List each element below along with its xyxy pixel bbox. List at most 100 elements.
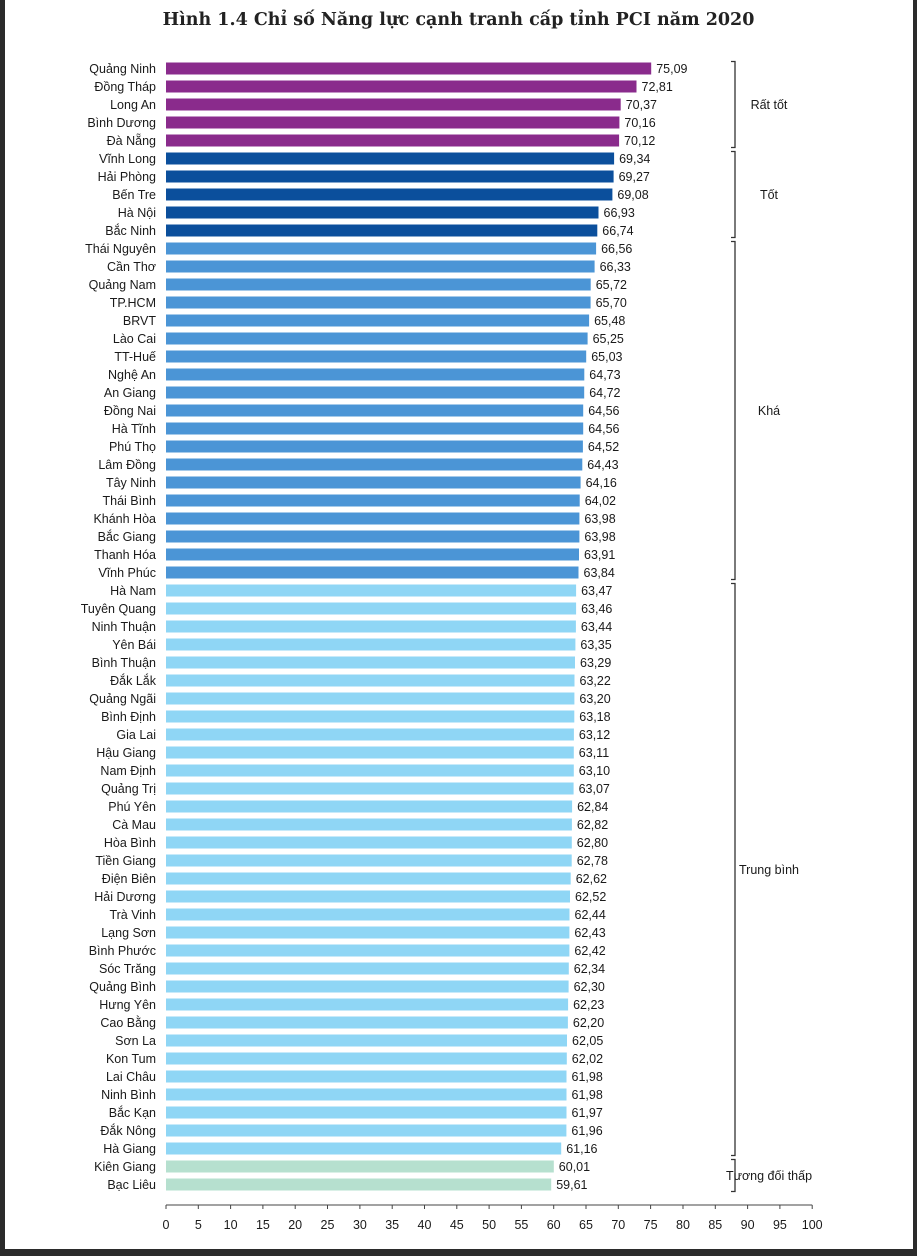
category-label-tuyen-quang: Tuyên Quang bbox=[81, 602, 156, 616]
value-label-hung-yen: 62,23 bbox=[573, 998, 604, 1012]
bars-layer: Quảng Ninh 75,09 Đồng Tháp 72,81 Long An 70,3… bbox=[81, 62, 688, 1192]
bar-dak-lak bbox=[166, 674, 575, 687]
bar-ninh-thuan bbox=[166, 620, 576, 633]
bar-binh-thuan bbox=[166, 656, 575, 669]
category-label-hau-giang: Hậu Giang bbox=[96, 746, 156, 760]
category-label-tt-hue: TT-Huế bbox=[114, 350, 156, 364]
value-label-kien-giang: 60,01 bbox=[559, 1160, 590, 1174]
bar-hau-giang bbox=[166, 746, 574, 759]
category-label-bac-ninh: Bắc Ninh bbox=[105, 223, 156, 238]
bar-dong-thap bbox=[166, 80, 637, 93]
category-label-quang-ngai: Quảng Ngãi bbox=[89, 692, 156, 706]
group-label-trung-binh: Trung bình bbox=[739, 863, 799, 877]
value-label-hoa-binh: 62,80 bbox=[577, 836, 608, 850]
value-label-soc-trang: 62,34 bbox=[574, 962, 605, 976]
bar-tt-hue bbox=[166, 350, 587, 363]
bar-da-nang bbox=[166, 134, 620, 147]
value-label-vinh-long: 69,34 bbox=[619, 152, 650, 166]
value-label-bac-ninh: 66,74 bbox=[602, 224, 633, 238]
value-label-kon-tum: 62,02 bbox=[572, 1052, 603, 1066]
value-label-ninh-thuan: 63,44 bbox=[581, 620, 612, 634]
value-label-thanh-hoa: 63,91 bbox=[584, 548, 615, 562]
bar-lam-dong bbox=[166, 458, 583, 471]
category-label-an-giang: An Giang bbox=[104, 386, 156, 400]
bar-soc-trang bbox=[166, 962, 569, 975]
category-label-long-an: Long An bbox=[110, 98, 156, 112]
category-label-can-tho: Cần Thơ bbox=[107, 260, 156, 274]
bar-nghe-an bbox=[166, 368, 585, 381]
value-label-ha-noi: 66,93 bbox=[604, 206, 635, 220]
category-label-nam-dinh: Nam Định bbox=[100, 764, 156, 778]
bar-ha-noi bbox=[166, 206, 599, 219]
bar-tra-vinh bbox=[166, 908, 570, 921]
group-label-rat-tot: Rất tốt bbox=[751, 98, 788, 112]
value-label-bac-lieu: 59,61 bbox=[556, 1178, 587, 1192]
category-label-gia-lai: Gia Lai bbox=[116, 728, 156, 742]
value-label-da-nang: 70,12 bbox=[624, 134, 655, 148]
value-label-ninh-binh: 61,98 bbox=[572, 1088, 603, 1102]
value-label-ca-mau: 62,82 bbox=[577, 818, 608, 832]
category-label-ha-nam: Hà Nam bbox=[110, 584, 156, 598]
category-label-brvt: BRVT bbox=[123, 314, 156, 328]
value-label-dak-lak: 63,22 bbox=[580, 674, 611, 688]
category-label-ha-tinh: Hà Tĩnh bbox=[112, 422, 156, 436]
category-label-binh-dinh: Bình Định bbox=[101, 710, 156, 724]
x-tick-label-45: 45 bbox=[450, 1218, 464, 1232]
bar-lao-cai bbox=[166, 332, 588, 345]
category-label-khanh-hoa: Khánh Hòa bbox=[93, 512, 156, 526]
bar-tay-ninh bbox=[166, 476, 581, 489]
bar-hai-phong bbox=[166, 170, 614, 183]
value-label-nghe-an: 64,73 bbox=[589, 368, 620, 382]
bar-ben-tre bbox=[166, 188, 613, 201]
bar-binh-phuoc bbox=[166, 944, 570, 957]
category-label-ninh-binh: Ninh Bình bbox=[101, 1088, 156, 1102]
category-label-dong-nai: Đồng Nai bbox=[104, 404, 156, 418]
category-label-dak-lak: Đắk Lắk bbox=[110, 673, 157, 688]
chart-title: Hình 1.4 Chỉ số Năng lực cạnh tranh cấp … bbox=[162, 10, 755, 30]
category-label-dong-thap: Đồng Tháp bbox=[94, 80, 156, 94]
value-label-tien-giang: 62,78 bbox=[577, 854, 608, 868]
value-label-binh-thuan: 63,29 bbox=[580, 656, 611, 670]
value-label-bac-giang: 63,98 bbox=[584, 530, 615, 544]
bar-tien-giang bbox=[166, 854, 572, 867]
category-label-son-la: Sơn La bbox=[115, 1034, 156, 1048]
value-label-nam-dinh: 63,10 bbox=[579, 764, 610, 778]
bar-ha-nam bbox=[166, 584, 577, 597]
x-tick-label-70: 70 bbox=[611, 1218, 625, 1232]
group-bracket-tuong-doi-thap bbox=[731, 1158, 736, 1193]
bar-kon-tum bbox=[166, 1052, 567, 1065]
category-label-thai-binh: Thái Bình bbox=[102, 494, 156, 508]
value-label-binh-duong: 70,16 bbox=[624, 116, 655, 130]
bar-thanh-hoa bbox=[166, 548, 579, 561]
bar-binh-duong bbox=[166, 116, 620, 129]
value-label-thai-nguyen: 66,56 bbox=[601, 242, 632, 256]
bar-quang-tri bbox=[166, 782, 574, 795]
value-label-vinh-phuc: 63,84 bbox=[584, 566, 615, 580]
bar-tuyen-quang bbox=[166, 602, 577, 615]
x-tick-label-25: 25 bbox=[321, 1218, 335, 1232]
bar-lang-son bbox=[166, 926, 570, 939]
category-label-lam-dong: Lâm Đồng bbox=[98, 458, 156, 472]
x-tick-label-65: 65 bbox=[579, 1218, 593, 1232]
category-label-tp-hcm: TP.HCM bbox=[110, 296, 156, 310]
category-label-kon-tum: Kon Tum bbox=[106, 1052, 156, 1066]
bar-ha-giang bbox=[166, 1142, 562, 1155]
category-label-thanh-hoa: Thanh Hóa bbox=[94, 548, 156, 562]
x-axis: 0 5 10 15 20 25 30 35 40 45 50 55 60 65 70 75 80 85 90 95 10… bbox=[163, 1204, 823, 1232]
value-label-ha-giang: 61,16 bbox=[566, 1142, 597, 1156]
value-label-tt-hue: 65,03 bbox=[591, 350, 622, 364]
value-label-dong-thap: 72,81 bbox=[642, 80, 673, 94]
category-label-quang-nam: Quảng Nam bbox=[89, 278, 156, 292]
value-label-phu-tho: 64,52 bbox=[588, 440, 619, 454]
group-bracket-rat-tot bbox=[731, 60, 736, 149]
value-label-ha-tinh: 64,56 bbox=[588, 422, 619, 436]
category-label-vinh-long: Vĩnh Long bbox=[99, 152, 156, 166]
bar-ha-tinh bbox=[166, 422, 584, 435]
category-label-binh-thuan: Bình Thuận bbox=[92, 656, 156, 670]
value-label-dak-nong: 61,96 bbox=[571, 1124, 602, 1138]
category-label-hung-yen: Hưng Yên bbox=[99, 998, 156, 1012]
category-label-phu-tho: Phú Thọ bbox=[109, 440, 156, 454]
x-tick-label-30: 30 bbox=[353, 1218, 367, 1232]
bar-quang-nam bbox=[166, 278, 591, 291]
